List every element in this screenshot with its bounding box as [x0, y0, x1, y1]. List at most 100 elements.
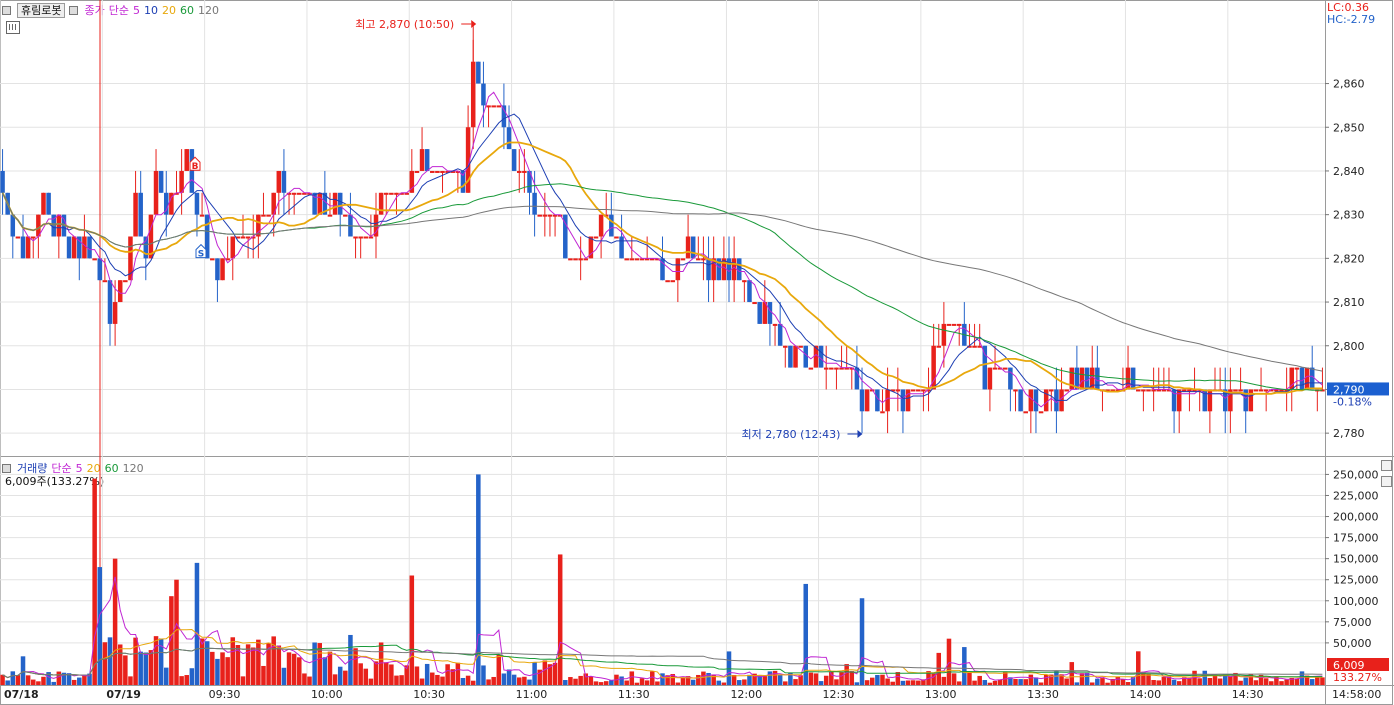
candle — [798, 345, 803, 348]
volume-bar — [1074, 682, 1080, 685]
candle — [956, 323, 962, 326]
volume-bar — [680, 677, 686, 685]
volume-bar — [491, 676, 496, 685]
volume-tick-label: 175,000 — [1333, 532, 1379, 545]
volume-bar — [291, 653, 297, 685]
volume-bar — [921, 679, 926, 685]
volume-bar — [951, 673, 957, 685]
volume-bar — [240, 676, 246, 685]
price-tick-label: 2,780 — [1333, 427, 1365, 440]
candle — [424, 149, 430, 171]
candle — [547, 214, 553, 217]
candle — [368, 236, 374, 239]
volume-bar — [609, 680, 614, 685]
volume-bar — [916, 680, 921, 685]
candle — [1294, 367, 1300, 370]
volume-bar — [864, 680, 870, 685]
candle — [1095, 367, 1100, 390]
ma10-label: 10 — [143, 3, 158, 17]
volume-bar — [470, 680, 476, 685]
sell-signal-marker: S — [195, 243, 207, 260]
volume-bar — [818, 681, 824, 685]
candle — [158, 170, 164, 193]
candle — [552, 214, 558, 217]
volume-bar — [1008, 677, 1013, 685]
candle — [302, 192, 307, 195]
volume-bar — [501, 673, 507, 685]
volume-bar — [399, 675, 404, 685]
candle — [297, 192, 302, 195]
candle — [895, 389, 901, 392]
low-arrow-head — [857, 430, 863, 438]
candle — [598, 214, 604, 237]
candle — [77, 236, 82, 259]
candle — [650, 258, 655, 261]
candle — [189, 149, 195, 193]
candle — [148, 214, 154, 259]
volume-bar — [77, 677, 82, 685]
volume-bar — [665, 675, 670, 685]
volume-bar — [271, 636, 276, 685]
legend-toggle-icon[interactable] — [2, 463, 11, 473]
candle — [1258, 389, 1264, 392]
volume-bar — [1197, 678, 1202, 685]
volume-bar — [634, 682, 640, 685]
volume-bar — [527, 679, 532, 685]
volume-bar — [880, 674, 885, 685]
candle — [363, 236, 369, 239]
volume-bar — [568, 677, 573, 685]
volume-bar — [30, 679, 36, 685]
volume-bar — [557, 554, 563, 685]
restore-button[interactable] — [1381, 460, 1392, 471]
candle — [583, 258, 589, 261]
candle — [736, 258, 742, 281]
candle — [506, 127, 512, 150]
candle — [271, 192, 276, 215]
volume-bar — [869, 677, 875, 685]
volume-bar — [1212, 675, 1218, 685]
volume-bar — [394, 675, 399, 685]
ma5-line — [2, 91, 1323, 408]
lc-label: LC:0.36 — [1327, 1, 1370, 14]
candles — [0, 39, 1325, 434]
volume-bar — [1136, 651, 1141, 685]
candle — [332, 192, 338, 215]
volume-bar — [128, 676, 133, 685]
volume-bar — [343, 670, 348, 685]
candle — [1013, 389, 1018, 392]
vol-ma120-label: 120 — [122, 461, 144, 475]
close-panel-button[interactable] — [1381, 476, 1392, 487]
price-tick-label: 2,860 — [1333, 78, 1365, 91]
candle — [1003, 367, 1008, 370]
candle — [1166, 389, 1172, 392]
candle — [1309, 367, 1315, 390]
volume-bar — [931, 673, 936, 685]
volume-bar — [946, 638, 952, 685]
candle — [1156, 389, 1161, 392]
volume-bar — [783, 681, 788, 685]
volume-bar — [368, 678, 374, 685]
stock-name-chip[interactable]: 휴림로봇 — [17, 2, 66, 18]
volume-bar — [148, 650, 154, 685]
table-view-icon[interactable] — [6, 21, 20, 34]
volume-bar — [516, 677, 522, 685]
candle — [496, 105, 502, 108]
candle — [1074, 367, 1080, 390]
volume-bar — [767, 671, 773, 685]
volume-bars — [0, 474, 1325, 685]
candle — [752, 302, 757, 305]
volume-bar — [36, 681, 41, 685]
volume-bar — [5, 680, 10, 685]
legend-toggle-icon[interactable] — [2, 5, 11, 15]
candle — [215, 258, 220, 281]
candle — [250, 236, 256, 239]
volume-bar — [573, 678, 578, 685]
ma-type-label: 단순 — [108, 4, 129, 17]
candle — [245, 236, 251, 239]
legend-toggle-icon[interactable] — [69, 5, 79, 15]
candle — [174, 192, 179, 195]
volume-bar — [772, 670, 778, 685]
candle — [30, 236, 36, 239]
